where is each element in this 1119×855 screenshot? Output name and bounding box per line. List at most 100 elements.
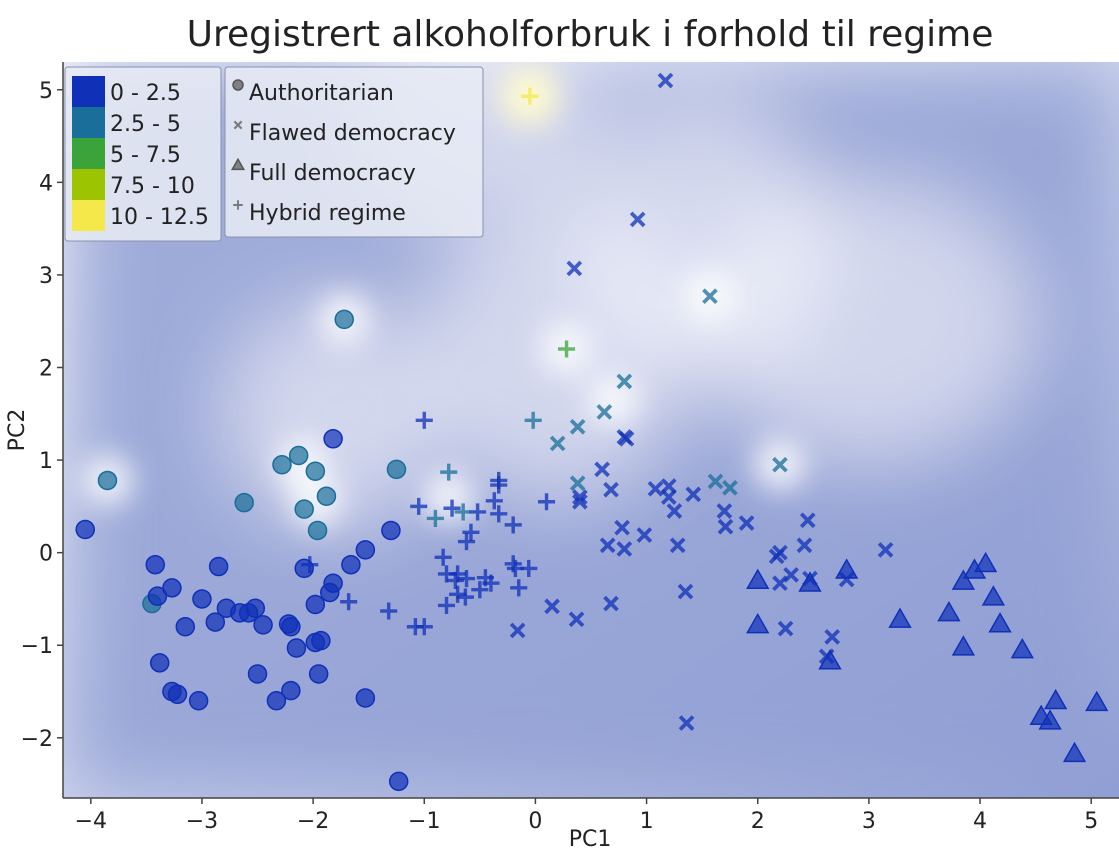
x-tick-label: 3 (862, 809, 876, 834)
flawed-democracy-point (636, 527, 653, 543)
y-tick-label: −1 (21, 634, 53, 659)
flawed-democracy-point (738, 515, 755, 531)
full-democracy-point (746, 613, 770, 634)
marker-legend-box (224, 66, 484, 238)
hybrid-regime-point (537, 493, 556, 511)
hybrid-regime-point (410, 497, 428, 515)
hybrid-regime-point (482, 574, 500, 592)
full-democracy-point (1085, 690, 1109, 712)
data-points (75, 72, 1109, 792)
full-democracy-point (951, 569, 976, 590)
full-democracy-point (746, 568, 770, 589)
hybrid-regime-point (415, 618, 433, 636)
color-legend-swatch (72, 138, 105, 169)
x-tick-label: 4 (973, 809, 987, 834)
y-tick-label: 3 (39, 264, 53, 289)
x-tick-label: −4 (75, 809, 107, 834)
full-democracy-point (988, 612, 1012, 633)
hybrid-regime-point (457, 570, 476, 588)
full-democracy-point (888, 607, 912, 628)
flawed-democracy-point (678, 715, 695, 731)
authoritarian-point (355, 688, 376, 708)
authoritarian-point (316, 486, 337, 506)
y-axis-label: PC2 (5, 409, 30, 452)
y-tick-label: 1 (39, 449, 53, 474)
authoritarian-point (305, 594, 326, 615)
flawed-democracy-point (569, 418, 586, 435)
authoritarian-point (175, 616, 196, 637)
x-tick-label: −1 (408, 809, 440, 834)
hybrid-regime-point (434, 548, 452, 566)
flawed-democracy-point (629, 211, 646, 228)
marker-legend-symbol (232, 79, 244, 91)
hybrid-regime-point (504, 516, 522, 534)
full-democracy-point (981, 585, 1006, 606)
axes: −4 −3 −2 −1 0 1 2 3 4 5 −2 −1 0 1 2 3 4 5 (21, 62, 1119, 834)
hybrid-regime-point (449, 585, 467, 603)
y-tick-label: 2 (39, 357, 53, 382)
flawed-democracy-point (568, 611, 585, 628)
marker-legend-symbol (233, 120, 243, 130)
authoritarian-point (311, 630, 331, 651)
flawed-democracy-point (603, 481, 619, 498)
authoritarian-point (205, 612, 226, 632)
authoritarian-point (266, 691, 287, 711)
full-democracy-point (1043, 688, 1068, 710)
authoritarian-point (145, 554, 166, 575)
flawed-democracy-point (616, 373, 633, 390)
authoritarian-point (323, 429, 343, 449)
color-legend-label: 7.5 - 10 (110, 174, 195, 199)
y-ticks: −2 −1 0 1 2 3 4 5 (21, 79, 63, 752)
marker-legend: Authoritarian Flawed democracy Full democr… (224, 66, 484, 238)
authoritarian-point (192, 589, 212, 609)
x-axis-label: PC1 (569, 827, 612, 852)
color-legend-swatch (72, 76, 105, 107)
marker-legend-label: Flawed democracy (249, 121, 456, 146)
hybrid-regime-point (456, 588, 474, 606)
flawed-democracy-point (768, 548, 785, 565)
x-tick-label: −3 (186, 809, 218, 834)
flawed-democracy-point (569, 475, 586, 492)
flawed-democracy-point (799, 512, 816, 529)
haze-region (702, 183, 1036, 460)
x-tick-label: 1 (640, 809, 654, 834)
hybrid-regime-point (340, 593, 358, 611)
color-legend-swatch (72, 200, 105, 231)
authoritarian-point (247, 664, 268, 684)
authoritarian-point (388, 771, 409, 792)
hybrid-regime-point (520, 559, 538, 577)
x-tick-label: −2 (297, 809, 329, 834)
flawed-democracy-point (677, 583, 694, 600)
authoritarian-point (281, 680, 301, 701)
authoritarian-point (286, 638, 307, 658)
flawed-democracy-point (544, 598, 560, 615)
marker-legend-symbol (230, 157, 246, 171)
authoritarian-point (75, 519, 95, 540)
full-democracy-point (818, 649, 842, 670)
flawed-democracy-point (777, 620, 794, 637)
hybrid-regime-point (437, 596, 456, 614)
flawed-democracy-point (707, 473, 724, 490)
full-democracy-point (1038, 709, 1062, 730)
flawed-democracy-point (616, 541, 633, 557)
flawed-democracy-point (877, 542, 894, 558)
x-tick-label: 2 (751, 809, 765, 834)
hybrid-regime-point (510, 579, 528, 597)
flawed-democracy-point (618, 430, 635, 447)
hybrid-regime-point (440, 463, 458, 481)
flawed-democracy-point (685, 486, 702, 503)
hybrid-regime-point (557, 340, 576, 358)
authoritarian-point (386, 459, 407, 480)
authoritarian-point (188, 691, 209, 711)
y-tick-label: 5 (39, 79, 53, 104)
flawed-democracy-point (599, 537, 616, 554)
marker-legend-symbol (233, 200, 243, 210)
hybrid-regime-point (471, 581, 489, 599)
flawed-democracy-point (549, 435, 566, 452)
color-legend-swatch (72, 169, 105, 200)
full-democracy-point (951, 635, 976, 656)
flawed-democracy-point (572, 489, 588, 505)
marker-legend-label: Authoritarian (249, 81, 394, 106)
hybrid-regime-point (485, 492, 503, 510)
marker-legend-label: Full democracy (249, 161, 416, 186)
